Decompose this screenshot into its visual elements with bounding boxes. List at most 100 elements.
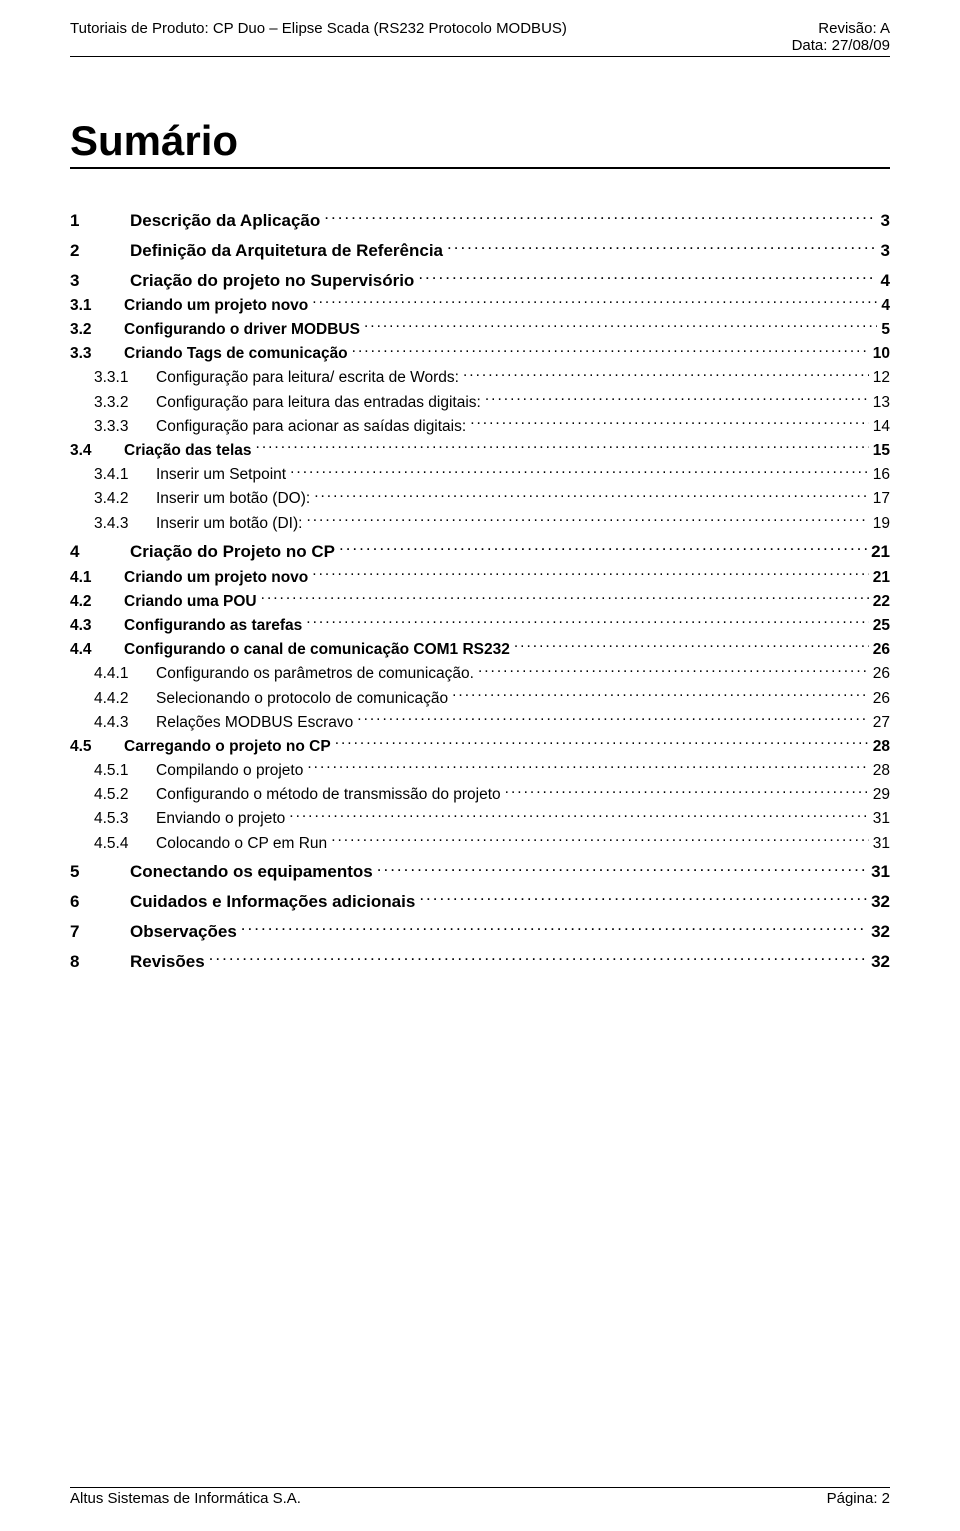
toc-entry[interactable]: 4.5.2Configurando o método de transmissã… (70, 784, 890, 806)
toc-entry-number: 5 (70, 860, 118, 884)
toc-entry-label: Inserir um Setpoint (156, 464, 286, 486)
toc-entry[interactable]: 1 Descrição da Aplicação 3 (70, 209, 890, 233)
toc-entry-label: Criando um projeto novo (124, 567, 308, 589)
toc-entry-label: Configuração para acionar as saídas digi… (156, 416, 466, 438)
toc-entry-page: 27 (873, 712, 890, 734)
toc-entry[interactable]: 5 Conectando os equipamentos 31 (70, 860, 890, 884)
toc-leader-dots (306, 614, 868, 630)
toc-entry-page: 16 (873, 464, 890, 486)
toc-entry-number: 3.4.1 (94, 464, 144, 486)
toc-leader-dots (364, 319, 877, 335)
toc-entry-label: Configuração para leitura das entradas d… (156, 392, 481, 414)
toc-entry-page: 3 (881, 209, 890, 233)
toc-entry-page: 32 (871, 920, 890, 944)
toc-entry-page: 29 (873, 784, 890, 806)
toc-entry-label: Configurando o método de transmissão do … (156, 784, 501, 806)
toc-entry[interactable]: 3.4.1 Inserir um Setpoint 16 (70, 464, 890, 486)
toc-leader-dots (447, 239, 877, 256)
toc-leader-dots (209, 950, 867, 967)
toc-entry-page: 15 (873, 440, 890, 462)
toc-entry-page: 10 (873, 343, 890, 365)
page-footer: Altus Sistemas de Informática S.A. Págin… (70, 1487, 890, 1507)
toc-entry[interactable]: 4.5Carregando o projeto no CP28 (70, 735, 890, 757)
toc-entry[interactable]: 3.3.3 Configuração para acionar as saídas… (70, 415, 890, 437)
toc-leader-dots (505, 784, 869, 800)
toc-entry-label: Criando um projeto novo (124, 295, 308, 317)
toc-leader-dots (289, 808, 868, 824)
toc-entry-number: 4.5.4 (94, 833, 144, 855)
toc-entry-number: 3.3.3 (94, 416, 144, 438)
toc-entry[interactable]: 4.4.1Configurando os parâmetros de comun… (70, 663, 890, 685)
toc-entry-page: 14 (873, 416, 890, 438)
toc-entry[interactable]: 4.4.2Selecionando o protocolo de comunic… (70, 687, 890, 709)
toc-entry-page: 22 (873, 591, 890, 613)
toc-entry[interactable]: 8Revisões32 (70, 950, 890, 974)
toc-entry-page: 28 (873, 736, 890, 758)
toc-entry[interactable]: 3.1Criando um projeto novo4 (70, 294, 890, 316)
header-left: Tutoriais de Produto: CP Duo – Elipse Sc… (70, 20, 567, 37)
toc-leader-dots (357, 711, 868, 727)
toc-entry-page: 3 (881, 239, 890, 263)
toc-entry-page: 5 (881, 319, 890, 341)
toc-entry-page: 26 (873, 688, 890, 710)
toc-entry[interactable]: 3.4Criação das telas15 (70, 440, 890, 462)
toc-entry-number: 4.5.3 (94, 808, 144, 830)
toc-entry-label: Cuidados e Informações adicionais (130, 890, 415, 914)
toc-entry-number: 4.5.1 (94, 760, 144, 782)
toc-leader-dots (352, 343, 869, 359)
toc-entry[interactable]: 4.1 Criando um projeto novo 21 (70, 566, 890, 588)
toc-entry-label: Criação do projeto no Supervisório (130, 269, 414, 293)
toc-entry[interactable]: 3Criação do projeto no Supervisório4 (70, 269, 890, 293)
toc-entry-label: Inserir um botão (DO): (156, 488, 310, 510)
toc-leader-dots (261, 590, 869, 606)
toc-entry-page: 31 (873, 808, 890, 830)
toc-entry[interactable]: 7Observações32 (70, 920, 890, 944)
toc-entry-label: Configurando os parâmetros de comunicaçã… (156, 663, 474, 685)
toc-entry-page: 21 (873, 567, 890, 589)
toc-entry-number: 3 (70, 269, 118, 293)
toc-entry-page: 19 (873, 513, 890, 535)
toc-entry[interactable]: 3.3Criando Tags de comunicação10 (70, 343, 890, 365)
toc-entry[interactable]: 4Criação do Projeto no CP21 (70, 540, 890, 564)
toc-leader-dots (256, 440, 869, 456)
toc-entry-number: 3.2 (70, 319, 112, 341)
toc-entry[interactable]: 3.3.1Configuração para leitura/ escrita … (70, 367, 890, 389)
toc-entry[interactable]: 3.3.2Configuração para leitura das entra… (70, 391, 890, 413)
toc-entry-number: 4.1 (70, 567, 112, 589)
toc-entry[interactable]: 4.4.3 Relações MODBUS Escravo 27 (70, 711, 890, 733)
toc-entry-label: Inserir um botão (DI): (156, 513, 302, 535)
toc-entry[interactable]: 4.5.1 Compilando o projeto 28 (70, 760, 890, 782)
toc-entry[interactable]: 3.4.2Inserir um botão (DO):17 (70, 488, 890, 510)
toc-entry[interactable]: 4.4Configurando o canal de comunicação C… (70, 639, 890, 661)
toc-entry-page: 31 (871, 860, 890, 884)
toc-entry-label: Relações MODBUS Escravo (156, 712, 353, 734)
toc-entry-number: 8 (70, 950, 118, 974)
toc-entry[interactable]: 4.5.4Colocando o CP em Run31 (70, 832, 890, 854)
document-page: Tutoriais de Produto: CP Duo – Elipse Sc… (0, 0, 960, 1016)
toc-leader-dots (514, 639, 869, 655)
toc-entry-number: 3.3.1 (94, 367, 144, 389)
toc-entry[interactable]: 6Cuidados e Informações adicionais32 (70, 890, 890, 914)
footer-company: Altus Sistemas de Informática S.A. (70, 1490, 301, 1507)
toc-leader-dots (485, 391, 869, 407)
toc-entry-page: 17 (873, 488, 890, 510)
header-date: Data: 27/08/09 (792, 37, 890, 54)
toc-entry-label: Conectando os equipamentos (130, 860, 373, 884)
toc-entry-number: 4.4.2 (94, 688, 144, 710)
toc-entry-label: Descrição da Aplicação (130, 209, 320, 233)
toc-entry[interactable]: 2Definição da Arquitetura de Referência3 (70, 239, 890, 263)
toc-entry[interactable]: 3.4.3Inserir um botão (DI):19 (70, 512, 890, 534)
toc-entry-number: 1 (70, 209, 118, 233)
toc-entry-number: 4.4.3 (94, 712, 144, 734)
toc-entry[interactable]: 3.2Configurando o driver MODBUS5 (70, 319, 890, 341)
toc-entry-number: 4.4 (70, 639, 112, 661)
toc-leader-dots (478, 663, 869, 679)
toc-leader-dots (418, 269, 876, 286)
toc-entry-page: 28 (873, 760, 890, 782)
toc-entry-page: 4 (881, 295, 890, 317)
toc-entry-label: Criação do Projeto no CP (130, 540, 335, 564)
toc-entry[interactable]: 4.5.3Enviando o projeto31 (70, 808, 890, 830)
toc-entry[interactable]: 4.2Criando uma POU22 (70, 590, 890, 612)
toc-entry-label: Compilando o projeto (156, 760, 303, 782)
toc-entry[interactable]: 4.3Configurando as tarefas25 (70, 614, 890, 636)
